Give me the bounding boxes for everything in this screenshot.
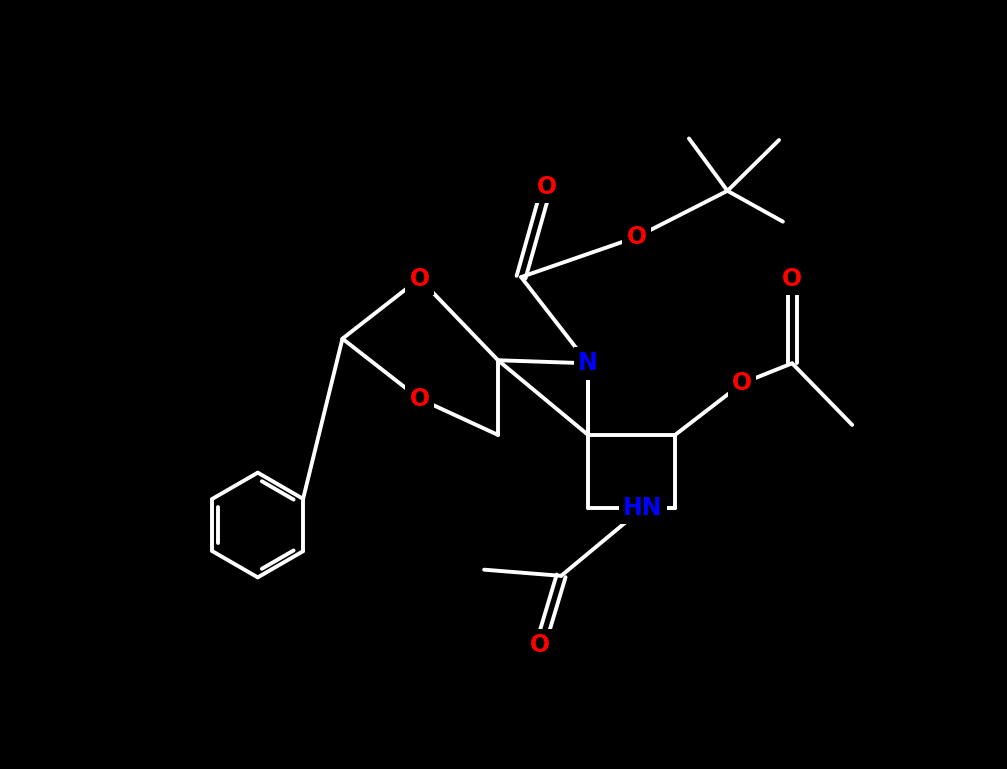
Text: HN: HN — [623, 496, 663, 520]
Text: O: O — [782, 267, 803, 291]
Text: O: O — [410, 387, 430, 411]
Text: N: N — [578, 351, 598, 375]
Text: O: O — [732, 371, 752, 395]
Text: O: O — [537, 175, 557, 199]
Text: O: O — [531, 633, 551, 657]
Text: O: O — [410, 267, 430, 291]
Text: O: O — [626, 225, 646, 249]
